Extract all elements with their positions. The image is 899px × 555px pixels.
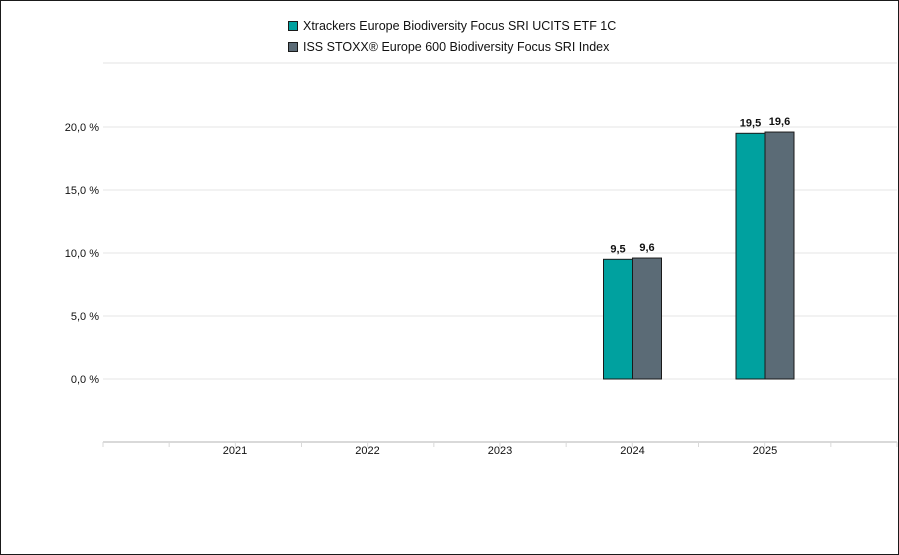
legend-swatch-etf xyxy=(288,20,298,31)
y-tick-label: 5,0 % xyxy=(71,311,99,323)
y-tick-label: 20,0 % xyxy=(65,122,99,134)
y-tick-label: 15,0 % xyxy=(65,185,99,197)
data-label: 9,6 xyxy=(639,242,654,254)
legend-item-etf[interactable]: Xtrackers Europe Biodiversity Focus SRI … xyxy=(288,15,616,36)
bar xyxy=(603,258,633,380)
legend-item-index[interactable]: ISS STOXX® Europe 600 Biodiversity Focus… xyxy=(288,36,616,57)
x-tick-label: 2021 xyxy=(223,445,247,457)
chart-legend: Xtrackers Europe Biodiversity Focus SRI … xyxy=(288,15,616,57)
x-tick-label: 2023 xyxy=(488,445,512,457)
bar xyxy=(735,132,766,380)
bar xyxy=(764,131,795,380)
data-label: 19,6 xyxy=(769,116,790,128)
y-tick-label: 10,0 % xyxy=(65,248,99,260)
legend-swatch-index xyxy=(288,41,298,52)
legend-label-index: ISS STOXX® Europe 600 Biodiversity Focus… xyxy=(303,39,610,54)
bar xyxy=(632,257,662,380)
x-tick-label: 2024 xyxy=(620,445,644,457)
legend-label-etf: Xtrackers Europe Biodiversity Focus SRI … xyxy=(303,18,617,33)
data-label: 19,5 xyxy=(740,117,761,129)
y-tick-label: 0,0 % xyxy=(71,374,99,386)
x-tick-label: 2025 xyxy=(753,445,777,457)
data-label: 9,5 xyxy=(610,243,625,255)
x-tick-label: 2022 xyxy=(355,445,379,457)
